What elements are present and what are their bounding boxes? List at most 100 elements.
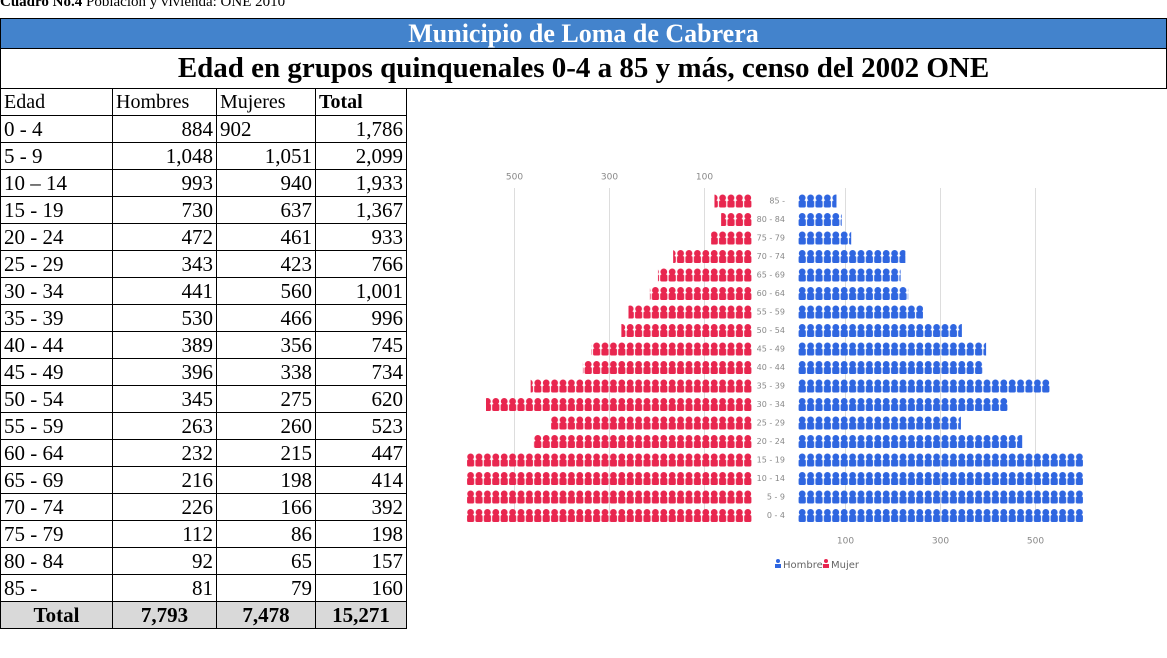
category-label: 30 - 34 — [757, 400, 785, 409]
table-cell: 461 — [216, 223, 316, 251]
table-row: 80 - 84 92 65 157 — [0, 547, 407, 575]
table-cell: 530 — [112, 304, 217, 332]
bar — [591, 342, 752, 356]
category-label: 20 - 24 — [757, 437, 785, 446]
table-cell: 523 — [315, 412, 407, 440]
table-row: 20 - 24 472 461 933 — [0, 223, 407, 251]
table-cell: 933 — [315, 223, 407, 251]
table-cell: 730 — [112, 196, 217, 224]
table-cell: 1,367 — [315, 196, 407, 224]
table-row: 0 - 4 884 902 1,786 — [0, 115, 407, 143]
table-row: 35 - 39 530 466 996 — [0, 304, 407, 332]
table-cell: Hombres — [112, 88, 217, 116]
table-cell: 7,793 — [112, 601, 217, 629]
table-cell: Edad — [0, 88, 113, 116]
table-cell: 447 — [315, 439, 407, 467]
table-cell: 86 — [216, 520, 316, 548]
table-cell: 30 - 34 — [0, 277, 113, 305]
table-row: 65 - 69 216 198 414 — [0, 466, 407, 494]
bar — [621, 324, 752, 337]
table-cell: Total — [0, 601, 113, 629]
x-tick-label: 500 — [506, 173, 523, 183]
bar — [533, 435, 752, 448]
table-cell: 112 — [112, 520, 217, 548]
bar — [714, 194, 752, 208]
table-row: 85 -81 79 160 — [0, 574, 407, 602]
bar — [798, 398, 1008, 411]
table-cell: 5 - 9 — [0, 142, 113, 170]
table-cell: 414 — [315, 466, 407, 494]
table-cell: 338 — [216, 358, 316, 386]
table-cell: 902 — [216, 115, 316, 143]
bar — [467, 453, 752, 467]
category-label: 45 - 49 — [757, 345, 785, 354]
legend-icon — [776, 559, 780, 563]
legend-icon — [775, 564, 781, 568]
category-label: 10 - 14 — [757, 474, 785, 483]
category-label: 85 - — [769, 197, 785, 206]
bar — [798, 194, 837, 208]
table-cell: 35 - 39 — [0, 304, 113, 332]
table-cell: 160 — [315, 574, 407, 602]
table-cell: 215 — [216, 439, 316, 467]
bar — [798, 305, 923, 319]
table-cell: 40 - 44 — [0, 331, 113, 359]
category-label: 5 - 9 — [767, 493, 785, 502]
category-label: 60 - 64 — [757, 289, 785, 298]
bar — [798, 342, 987, 356]
bar — [798, 250, 906, 263]
table-cell: 637 — [216, 196, 316, 224]
table-cell: 0 - 4 — [0, 115, 113, 143]
bar — [798, 324, 962, 337]
table-cell: 1,786 — [315, 115, 407, 143]
table-cell: 940 — [216, 169, 316, 197]
table-cell: 993 — [112, 169, 217, 197]
category-label: 75 - 79 — [757, 234, 785, 243]
table-cell: 260 — [216, 412, 316, 440]
table-cell: 996 — [315, 304, 407, 332]
table-cell: 7,478 — [216, 601, 316, 629]
bar — [582, 361, 752, 374]
table-cell: 620 — [315, 385, 407, 413]
table-cell: 884 — [112, 115, 217, 143]
table-row: 55 - 59 263 260 523 — [0, 412, 407, 440]
table-cell: 81 — [112, 574, 217, 602]
table-row: 45 - 49 396 338 734 — [0, 358, 407, 386]
legend-label: Hombre — [783, 560, 823, 571]
table-cell: 226 — [112, 493, 217, 521]
table-cell: 745 — [315, 331, 407, 359]
category-label: 55 - 59 — [757, 308, 785, 317]
table-cell: 1,048 — [112, 142, 217, 170]
bar — [798, 379, 1050, 393]
table-cell: 734 — [315, 358, 407, 386]
category-label: 35 - 39 — [757, 382, 785, 391]
bar — [467, 472, 752, 485]
table-cell: 1,001 — [315, 277, 407, 305]
table-cell: 396 — [112, 358, 217, 386]
table: Edad Hombres Mujeres Total 0 - 4 884 902 1,786 5… — [0, 88, 407, 629]
bar — [649, 287, 752, 300]
legend-icon — [823, 564, 829, 568]
bar — [551, 416, 752, 430]
bar — [721, 213, 752, 226]
category-label: 40 - 44 — [757, 363, 785, 372]
table-cell: 15,271 — [315, 601, 407, 629]
x-tick-label: 300 — [932, 537, 949, 547]
category-label: 0 - 4 — [767, 511, 785, 520]
table-cell: 85 - — [0, 574, 113, 602]
category-label: 50 - 54 — [757, 326, 785, 335]
table-cell: 263 — [112, 412, 217, 440]
table-cell: 45 - 49 — [0, 358, 113, 386]
table-cell: 198 — [216, 466, 316, 494]
table-cell: 275 — [216, 385, 316, 413]
table-cell: 466 — [216, 304, 316, 332]
table-cell: 79 — [216, 574, 316, 602]
table-cell: 423 — [216, 250, 316, 278]
table-row: 25 - 29 343 423 766 — [0, 250, 407, 278]
category-label: 15 - 19 — [757, 456, 785, 465]
chart: 100 100 300 300 500 500 85 - 80 - 84 75 - 79 70 -… — [467, 173, 1083, 571]
table-cell: 356 — [216, 331, 316, 359]
table-cell: 389 — [112, 331, 217, 359]
table-row: Edad Hombres Mujeres Total — [0, 88, 407, 116]
